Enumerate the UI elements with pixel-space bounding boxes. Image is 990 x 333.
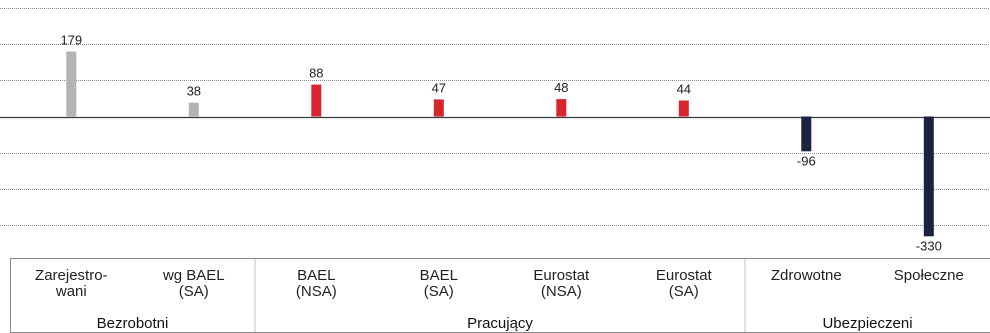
gridlines [0, 8, 990, 226]
bar [433, 99, 444, 117]
category-label: Eurostat (SA) [656, 267, 713, 300]
value-label: -96 [797, 153, 816, 168]
category-label: Społeczne [894, 267, 964, 284]
category-axis: Zarejestro-wani wg BAEL (SA) BAEL (NSA) BAEL(… [10, 258, 990, 333]
bar [923, 116, 934, 237]
value-label: 47 [432, 80, 446, 95]
category-label: wg BAEL (SA) [162, 267, 225, 300]
category-label: Eurostat (NSA) [533, 267, 590, 300]
value-label: 88 [309, 66, 323, 81]
value-label: 44 [677, 82, 691, 97]
bars [66, 51, 934, 237]
bar [678, 100, 689, 117]
value-labels: 179 38 88 47 48 44 -96 -330 [60, 33, 941, 254]
value-label: 48 [554, 80, 568, 95]
bar [188, 102, 199, 117]
category-label: Zdrowotne [771, 267, 842, 284]
bar [311, 84, 322, 117]
category-label: Zarejestro-wani [35, 267, 108, 300]
bar [66, 51, 77, 117]
bar [801, 116, 812, 152]
value-label: -330 [916, 238, 942, 253]
group-label: Ubezpieczeni [822, 315, 912, 332]
value-label: 38 [187, 84, 201, 99]
group-label: Bezrobotni [97, 315, 169, 332]
group-label: Pracujący [467, 315, 533, 332]
value-label: 179 [60, 33, 82, 48]
category-label: BAEL (SA) [420, 267, 458, 300]
bar [556, 99, 567, 117]
category-label: BAEL (NSA) [296, 267, 337, 300]
